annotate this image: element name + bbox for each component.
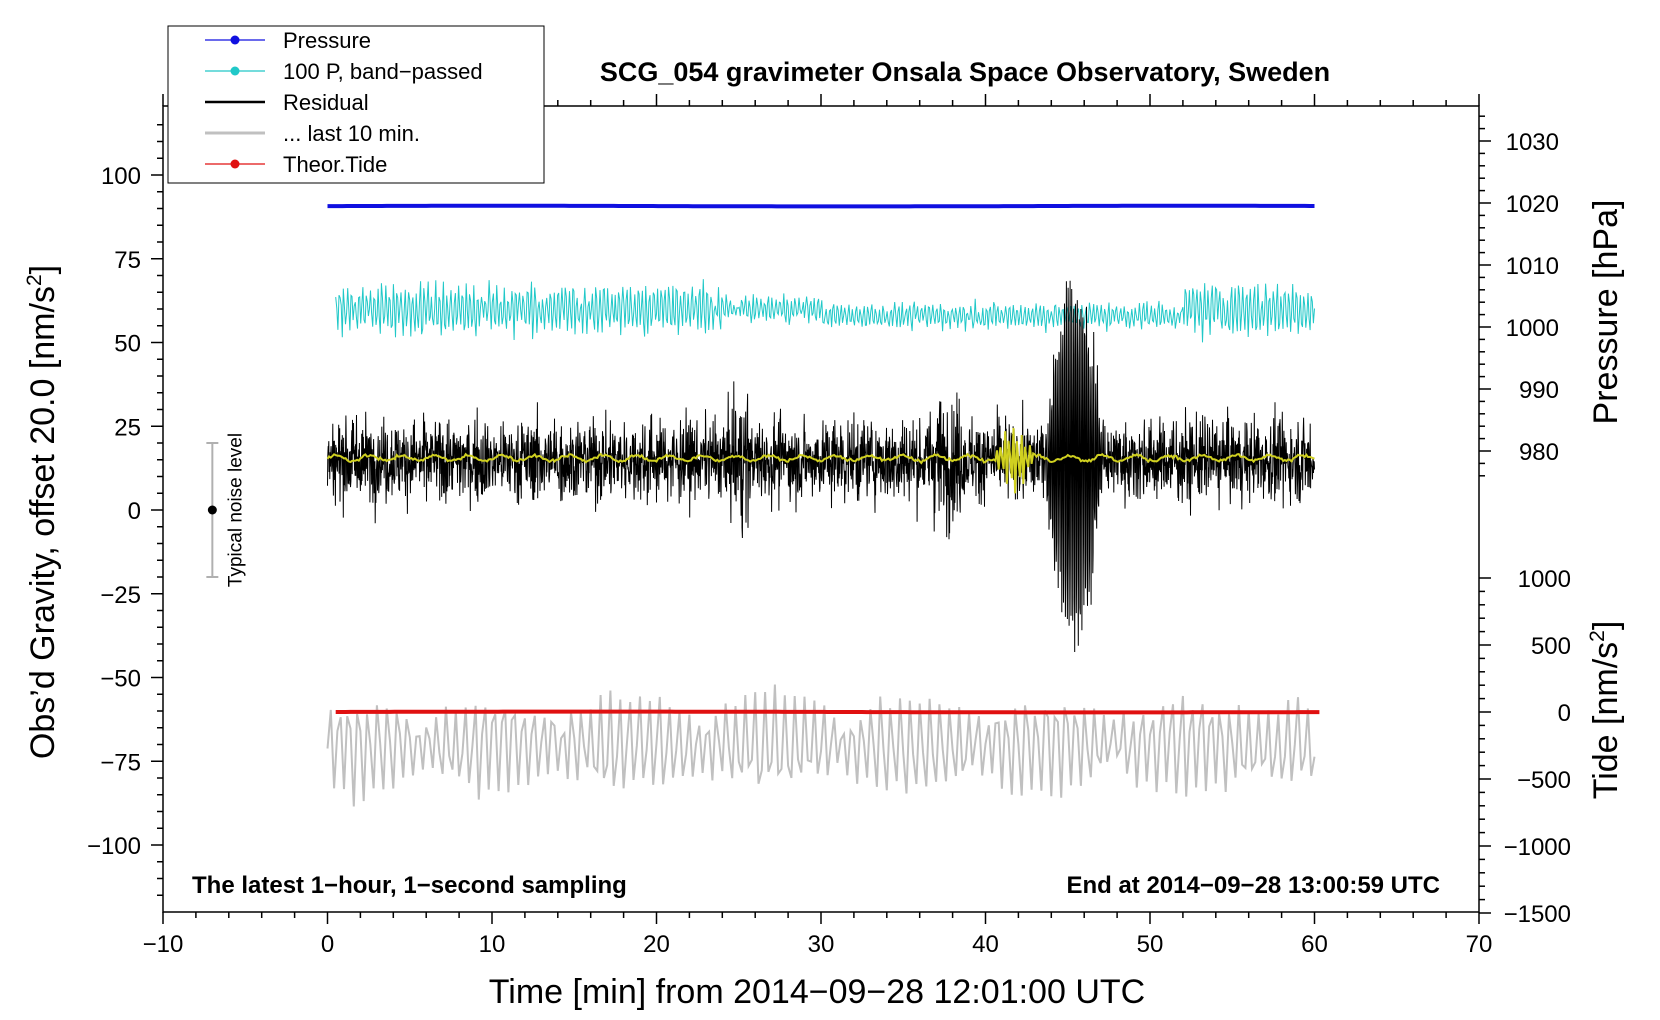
y-left-tick-label: −100 xyxy=(87,833,141,860)
x-axis-label: Time [min] from 2014−09−28 12:01:00 UTC xyxy=(489,973,1145,1011)
legend-label: Pressure xyxy=(283,28,371,53)
x-tick-label: 10 xyxy=(479,931,506,958)
chart-title: SCG_054 gravimeter Onsala Space Observat… xyxy=(600,57,1330,87)
noise-bar-label: Typical noise level xyxy=(225,433,246,587)
y-axis-label-left-end: ] xyxy=(24,265,62,274)
legend-box xyxy=(167,25,545,184)
y-pressure-tick-label: 980 xyxy=(1519,439,1559,466)
series-residual xyxy=(327,280,1315,653)
y-axis-label-tide-text: Tide [nm/s xyxy=(1587,642,1625,799)
y-left-tick-label: 100 xyxy=(101,163,141,190)
y-left-tick-label: −50 xyxy=(100,666,141,693)
y-tide-tick-label: 0 xyxy=(1558,700,1571,727)
legend-swatch-marker xyxy=(230,66,240,76)
y-axis-label-left: Obs’d Gravity, offset 20.0 [nm/s2] xyxy=(23,265,62,759)
series-pressure xyxy=(327,203,1315,209)
legend-label: 100 P, band−passed xyxy=(283,59,483,84)
y-tide-tick-label: −500 xyxy=(1517,767,1571,794)
y-left-tick-label: 75 xyxy=(114,247,141,274)
legend-label: Theor.Tide xyxy=(283,152,387,177)
y-left-tick-label: 25 xyxy=(114,414,141,441)
series-layer xyxy=(326,203,1320,807)
x-tick-label: 40 xyxy=(972,931,999,958)
legend-label: ... last 10 min. xyxy=(283,121,420,146)
y-left-tick-label: 50 xyxy=(114,331,141,358)
y-axis-label-left-text: Obs’d Gravity, offset 20.0 [nm/s xyxy=(24,286,62,759)
y-pressure-tick-label: 1020 xyxy=(1506,191,1559,218)
y-pressure-tick-label: 990 xyxy=(1519,377,1559,404)
y-axis-label-tide-sup: 2 xyxy=(1586,630,1609,642)
y-pressure-tick-label: 1010 xyxy=(1506,253,1559,280)
x-tick-label: 30 xyxy=(808,931,835,958)
y-axis-label-tide-end: ] xyxy=(1587,621,1625,630)
series-pressure-band-passed xyxy=(335,279,1315,343)
series-last-10-min xyxy=(326,684,1316,807)
x-tick-label: 70 xyxy=(1466,931,1493,958)
annotation-left: The latest 1−hour, 1−second sampling xyxy=(192,872,627,899)
series-theoretical-tide xyxy=(335,709,1320,715)
y-tide-tick-label: −1500 xyxy=(1504,901,1571,928)
y-left-tick-label: −25 xyxy=(100,582,141,609)
x-tick-label: 50 xyxy=(1137,931,1164,958)
x-tick-label: −10 xyxy=(143,931,184,958)
y-axis-label-pressure: Pressure [hPa] xyxy=(1587,200,1625,425)
y-tide-tick-label: −1000 xyxy=(1504,834,1571,861)
legend-swatch-marker xyxy=(230,159,240,169)
y-left-tick-label: 0 xyxy=(128,498,141,525)
annotation-right: End at 2014−09−28 13:00:59 UTC xyxy=(1066,872,1440,899)
x-tick-label: 0 xyxy=(321,931,334,958)
y-axis-label-left-sup: 2 xyxy=(23,274,46,286)
y-left-tick-label: −75 xyxy=(100,749,141,776)
y-tide-tick-label: 500 xyxy=(1531,633,1571,660)
legend-items: Pressure 100 P, band−passed Residual ... la… xyxy=(205,28,483,177)
noise-bar: Typical noise level xyxy=(206,433,246,587)
noise-bar-center-dot xyxy=(207,505,217,515)
legend-swatch-marker xyxy=(230,35,240,45)
x-tick-label: 20 xyxy=(643,931,670,958)
y-pressure-tick-label: 1000 xyxy=(1506,315,1559,342)
legend-label: Residual xyxy=(283,90,369,115)
y-tide-tick-label: 1000 xyxy=(1518,566,1571,593)
y-pressure-tick-label: 1030 xyxy=(1506,129,1559,156)
y-axis-label-tide: Tide [nm/s2] xyxy=(1586,621,1625,800)
x-tick-label: 60 xyxy=(1301,931,1328,958)
axes-layer: −10 0 10 20 30 40 50 60 701007550250−25−50−75−10… xyxy=(87,94,1571,958)
series-residual-smoothed xyxy=(326,427,1315,494)
legend: Pressure 100 P, band−passed Residual ... la… xyxy=(167,25,545,184)
